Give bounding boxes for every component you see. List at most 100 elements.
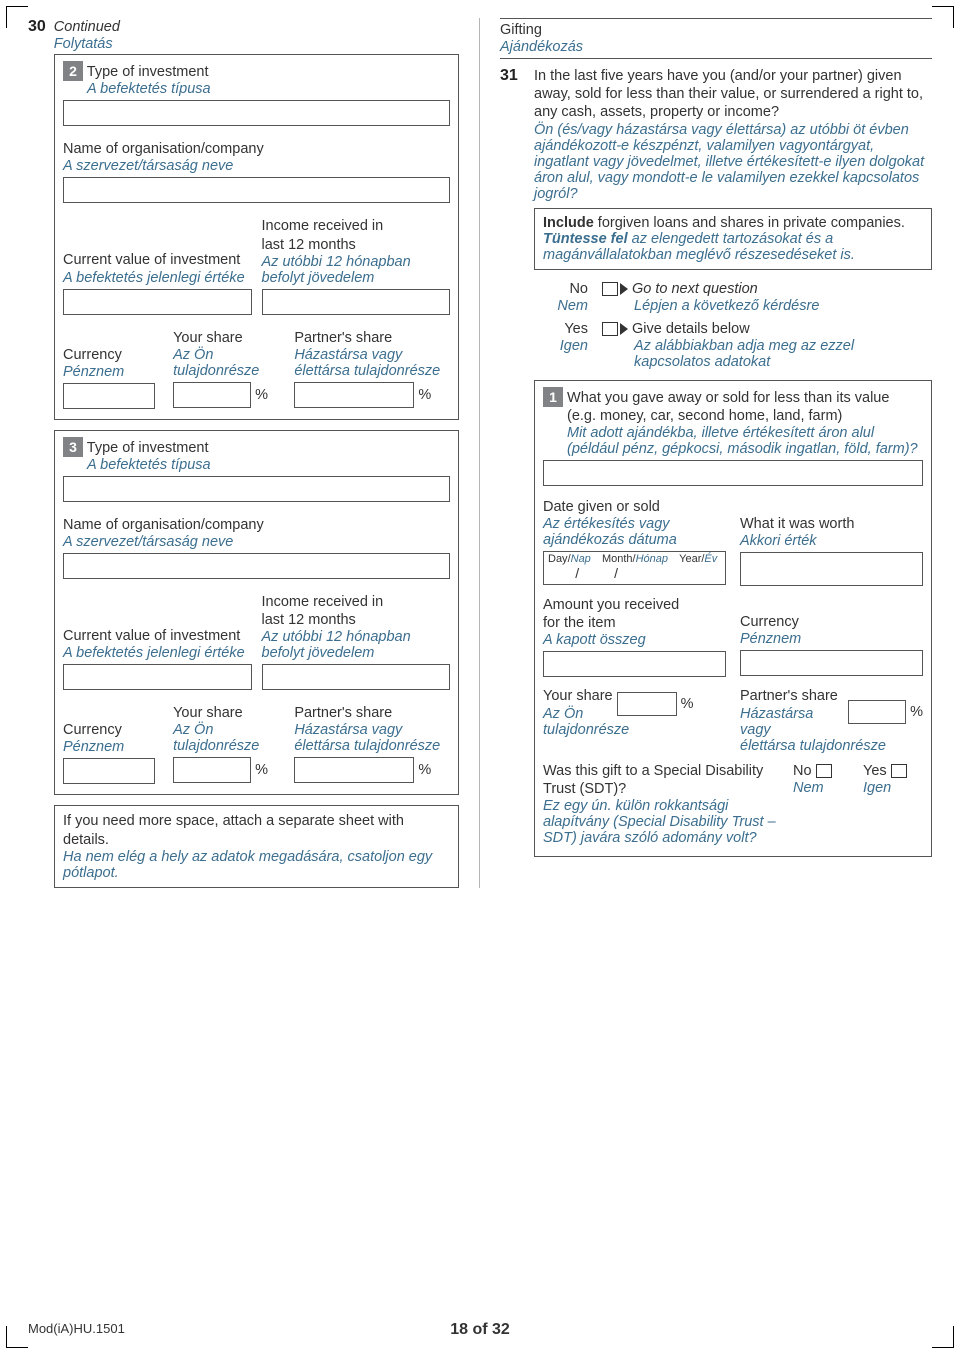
q30-continued-en: Continued [54,19,120,35]
q30b2-partnershare-hu2: élettársa tulajdonrésze [294,363,440,379]
q31-what-input[interactable] [543,460,923,486]
q30b2-income-input[interactable] [262,289,451,315]
q30b2-partnershare-en: Partner's share [294,330,392,346]
q30b3-yourshare-hu1: Az Ön [173,722,213,738]
q30b2-partnershare-pct: % [418,387,431,403]
q31-no-hu: Nem [557,298,588,314]
q30b3-org-en: Name of organisation/company [63,517,264,533]
crop-mark-tl [6,6,28,28]
q30b3-income-input[interactable] [262,664,451,690]
q31-number: 31 [500,67,524,85]
q31-what-hu2: (például pénz, gépkocsi, második ingatla… [567,441,918,457]
q31-no-checkbox[interactable] [602,282,618,296]
q31-yourshare-hu2: tulajdonrésze [543,722,629,738]
q31-sdt-yes-checkbox[interactable] [891,764,907,778]
q30b3-yourshare-hu2: tulajdonrésze [173,738,259,754]
q30-block-2: 2 Type of investment A befektetés típusa… [54,54,459,420]
q31-partnershare-hu1: Házastársa vagy [740,706,813,738]
q31-worth-en: What it was worth [740,516,854,532]
q30b3-income-hu1: Az utóbbi 12 hónapban [262,629,411,645]
q31-amount-en1: Amount you received [543,597,679,613]
q30b2-yourshare-hu2: tulajdonrésze [173,363,259,379]
q31-yourshare-pct: % [681,696,694,712]
q30-block-3: 3 Type of investment A befektetés típusa… [54,430,459,796]
q31-what-en1: What you gave away or sold for less than… [567,390,889,406]
arrow-icon-2 [620,323,628,335]
q30b2-org-input[interactable] [63,177,450,203]
crop-mark-tr [932,6,954,28]
q30b3-org-input[interactable] [63,553,450,579]
q31-sdt-no-en: No [793,763,812,779]
q30-note: If you need more space, attach a separat… [54,805,459,887]
q31-yes-en: Yes [564,321,588,337]
q30-header: 30 Continued Folytatás [28,18,459,52]
q30b2-yourshare-input[interactable] [173,382,251,408]
q30b3-partnershare-input[interactable] [294,757,414,783]
q30b2-yourshare-hu1: Az Ön [173,347,213,363]
q31-sdt-en2: Trust (SDT)? [543,781,626,797]
footer-page: 18 of 32 [450,1321,510,1339]
q30b2-curval-input[interactable] [63,289,252,315]
q31-worth-hu: Akkori érték [740,533,817,549]
q31-yes-action-hu: Az alábbiakban adja meg az ezzel kapcsol… [634,338,894,370]
q30b3-currency-input[interactable] [63,758,155,784]
q31-sdt-row: Was this gift to a Special Disability Tr… [543,762,923,846]
right-column: Gifting Ajándékozás 31 In the last five … [480,18,932,888]
q30b3-curval-input[interactable] [63,664,252,690]
q31-text-hu: Ön (és/vagy házastársa vagy élettársa) a… [534,122,924,202]
q30b3-type-input[interactable] [63,476,450,502]
q31-date-input[interactable]: Day/Nap Month/Hónap Year/Év / / [543,551,726,585]
q31-yes-row: Yes Igen Give details below Az alábbiakb… [534,320,932,370]
q31-sdt-yes-hu: Igen [863,780,891,796]
q31-sub-1: 1 What you gave away or sold for less th… [534,380,932,857]
q31-yourshare-input[interactable] [617,692,677,716]
q31-date-en: Date given or sold [543,499,660,515]
q31-sdt-hu: Ez egy ún. külön rokkantsági alapítvány … [543,798,776,846]
q30b3-partnershare-pct: % [418,762,431,778]
q31-include-note: Include forgiven loans and shares in pri… [534,208,932,270]
q30b3-yourshare-input[interactable] [173,757,251,783]
q31-sdt-no-hu: Nem [793,780,824,796]
q30b3-curval-en: Current value of investment [63,628,240,644]
q30-note-en: If you need more space, attach a separat… [63,813,404,847]
q30b2-income-hu2: befolyt jövedelem [262,270,375,286]
q30b3-partnershare-en: Partner's share [294,705,392,721]
q30b2-type-hu: A befektetés típusa [87,81,211,97]
q31-what-hu1: Mit adott ajándékba, illetve értékesítet… [567,425,874,441]
page-content: 30 Continued Folytatás 2 Type of investm… [0,0,960,888]
q31-amount-en2: for the item [543,615,616,631]
q31-partnershare-input[interactable] [848,700,906,724]
q30b2-type-input[interactable] [63,100,450,126]
q31-sdt-yes-en: Yes [863,763,887,779]
q30b2-income-en1: Income received in [262,218,384,234]
q30b2-yourshare-pct: % [255,387,268,403]
q31-sdt-no-checkbox[interactable] [816,764,832,778]
footer-code: Mod(iA)HU.1501 [28,1321,125,1336]
left-column: 30 Continued Folytatás 2 Type of investm… [28,18,480,888]
q31-no-action-en: Go to next question [632,281,758,297]
q30b3-partnershare-hu1: Házastársa vagy [294,722,402,738]
gifting-en: Gifting [500,22,542,38]
q31-amount-input[interactable] [543,651,726,677]
q31-badge-1: 1 [543,387,563,407]
q30-note-hu: Ha nem elég a hely az adatok megadására,… [63,849,432,881]
q30b2-partnershare-input[interactable] [294,382,414,408]
q30-number: 30 [28,18,46,36]
q30b2-type-en: Type of investment [87,64,209,80]
q30b2-currency-input[interactable] [63,383,155,409]
q31-currency-input[interactable] [740,650,923,676]
q31-worth-input[interactable] [740,552,923,586]
q31-text-en: In the last five years have you (and/or … [534,68,923,120]
q31-date-hu2: ajándékozás dátuma [543,532,677,548]
q30b3-income-en2: last 12 months [262,612,356,628]
q30b3-org-hu: A szervezet/társaság neve [63,534,233,550]
q31-date-hu1: Az értékesítés vagy [543,516,670,532]
q31-yourshare-hu1: Az Ön [543,706,583,722]
q31-no-en: No [569,281,588,297]
q30b3-type-hu: A befektetés típusa [87,457,211,473]
q31-no-row: No Nem Go to next question Lépjen a köve… [534,280,932,314]
q31-include-hu-pre: Tüntesse fel [543,231,628,247]
q31-currency-hu: Pénznem [740,631,801,647]
q31-yes-checkbox[interactable] [602,322,618,336]
arrow-icon [620,283,628,295]
